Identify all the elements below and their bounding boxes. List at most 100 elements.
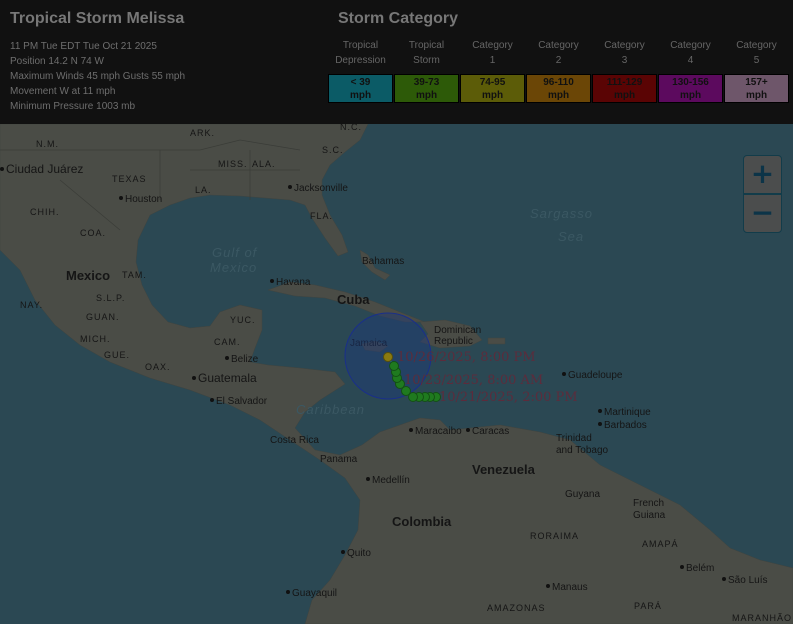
category-label: Tropical Depression bbox=[335, 40, 386, 66]
map-label-roraima: RORAIMA bbox=[530, 531, 579, 541]
zoom-in-button[interactable]: + bbox=[743, 155, 782, 194]
category-legend: Tropical Depression < 39 mph Tropical Storm 39… bbox=[328, 38, 789, 103]
map-label-maracaibo: Maracaibo bbox=[415, 426, 462, 437]
track-time-label: 10/26/2025, 8:00 PM bbox=[397, 350, 536, 365]
track-point[interactable] bbox=[401, 386, 411, 396]
map-label-yuc: YUC. bbox=[230, 315, 256, 325]
map-label-jamaica: Jamaica bbox=[350, 338, 388, 349]
legend-category: Category 4 130-156 mph bbox=[658, 38, 723, 103]
hispaniola-land bbox=[419, 319, 483, 349]
zoom-out-button[interactable]: − bbox=[743, 194, 782, 233]
map-label-sc: S.C. bbox=[322, 145, 344, 155]
city-marker bbox=[598, 422, 602, 426]
map-label-panama: Panama bbox=[320, 454, 358, 465]
category-label: Category 4 bbox=[670, 40, 711, 66]
map-label-para: PARÁ bbox=[634, 601, 662, 611]
city-marker bbox=[0, 167, 4, 171]
map-label-fla: FLA. bbox=[310, 211, 333, 221]
map-label-belize: Belize bbox=[231, 354, 259, 365]
map-label-mich: MICH. bbox=[80, 334, 111, 344]
city-marker bbox=[119, 196, 123, 200]
category-swatch: 157+ mph bbox=[724, 74, 789, 103]
map-label-caracas: Caracas bbox=[472, 426, 509, 437]
city-marker bbox=[210, 398, 214, 402]
map-label-amapa: AMAPÁ bbox=[642, 539, 679, 549]
city-marker bbox=[722, 577, 726, 581]
legend-category: Category 2 96-110 mph bbox=[526, 38, 591, 103]
map-label-elsalvador: El Salvador bbox=[216, 396, 268, 407]
jamaica-land bbox=[361, 340, 389, 353]
storm-position: Position 14.2 N 74 W bbox=[10, 56, 104, 67]
city-marker bbox=[286, 590, 290, 594]
movement: Movement W at 11 mph bbox=[10, 86, 116, 97]
map-label-chih: CHIH. bbox=[30, 207, 60, 217]
track-point[interactable] bbox=[389, 361, 399, 371]
map-label-dr1: Dominican bbox=[434, 325, 481, 336]
map-label-caribbean: Caribbean bbox=[296, 402, 365, 417]
city-marker bbox=[598, 409, 602, 413]
map-label-medellin: Medellín bbox=[372, 475, 410, 486]
category-swatch: < 39 mph bbox=[328, 74, 393, 103]
city-marker bbox=[288, 185, 292, 189]
map-label-amazonas: AMAZONAS bbox=[487, 603, 546, 613]
map-label-guadeloupe: Guadeloupe bbox=[568, 370, 623, 381]
track-point[interactable] bbox=[408, 392, 418, 402]
map-label-guan: GUAN. bbox=[86, 312, 120, 322]
map-label-barbados: Barbados bbox=[604, 420, 647, 431]
map-label-fg1: French bbox=[633, 498, 664, 509]
legend-category: Category 5 157+ mph bbox=[724, 38, 789, 103]
map-label-dr2: Republic bbox=[434, 336, 473, 347]
track-time-label: 10/23/2025, 8:00 AM bbox=[404, 373, 543, 388]
legend-category: Tropical Depression < 39 mph bbox=[328, 38, 393, 103]
map-label-saoluis: São Luís bbox=[728, 575, 767, 586]
category-swatch: 96-110 mph bbox=[526, 74, 591, 103]
city-marker bbox=[366, 477, 370, 481]
track-point-latest[interactable] bbox=[383, 352, 393, 362]
bahamas-land bbox=[359, 249, 391, 281]
legend-category: Category 1 74-95 mph bbox=[460, 38, 525, 103]
map-label-gulf2: Mexico bbox=[210, 260, 257, 275]
storm-info-panel: Tropical Storm Melissa 11 PM Tue EDT Tue… bbox=[0, 0, 793, 124]
category-label: Category 2 bbox=[538, 40, 579, 66]
map-label-quito: Quito bbox=[347, 548, 371, 559]
category-label: Tropical Storm bbox=[408, 40, 445, 66]
map-label-guayaquil: Guayaquil bbox=[292, 588, 337, 599]
map-label-colombia: Colombia bbox=[392, 514, 452, 529]
category-label: Category 1 bbox=[472, 40, 513, 66]
map-label-cuba: Cuba bbox=[337, 292, 370, 307]
legend-title: Storm Category bbox=[338, 10, 459, 27]
map-label-nay: NAY. bbox=[20, 300, 43, 310]
category-label: Category 3 bbox=[604, 40, 645, 66]
category-swatch: 74-95 mph bbox=[460, 74, 525, 103]
map-label-texas: TEXAS bbox=[112, 174, 147, 184]
city-marker bbox=[466, 428, 470, 432]
advisory-time: 11 PM Tue EDT Tue Oct 21 2025 bbox=[10, 41, 157, 52]
category-swatch: 39-73 mph bbox=[394, 74, 459, 103]
map-label-ala: ALA. bbox=[252, 159, 276, 169]
map-label-coa: COA. bbox=[80, 228, 106, 238]
map-label-havana: Havana bbox=[276, 277, 311, 288]
track-time-label: 10/21/2025, 2:00 PM bbox=[439, 390, 578, 405]
map-label-sargasso1: Sargasso bbox=[530, 206, 593, 221]
city-marker bbox=[270, 279, 274, 283]
map-label-fg2: Guiana bbox=[633, 510, 666, 521]
min-pressure: Minimum Pressure 1003 mb bbox=[10, 101, 136, 112]
max-winds: Maximum Winds 45 mph Gusts 55 mph bbox=[10, 71, 186, 82]
map-label-belem: Belém bbox=[686, 563, 714, 574]
map-label-costarica: Costa Rica bbox=[270, 435, 319, 446]
map-label-ark: ARK. bbox=[190, 128, 215, 138]
map[interactable]: ARK. N.C. N.M. MISS. ALA. S.C. Ciudad Juárez TE… bbox=[0, 124, 793, 624]
map-label-manaus: Manaus bbox=[552, 582, 588, 593]
map-label-martinique: Martinique bbox=[604, 407, 651, 418]
storm-title: Tropical Storm Melissa bbox=[10, 10, 185, 27]
map-label-tam: TAM. bbox=[122, 270, 147, 280]
basemap: ARK. N.C. N.M. MISS. ALA. S.C. Ciudad Juárez TE… bbox=[0, 124, 793, 624]
city-marker bbox=[680, 565, 684, 569]
map-label-tt1: Trinidad bbox=[556, 433, 592, 444]
city-marker bbox=[341, 550, 345, 554]
north-america-land bbox=[0, 124, 793, 624]
city-marker bbox=[562, 372, 566, 376]
map-label-sargasso2: Sea bbox=[558, 229, 584, 244]
map-label-cam: CAM. bbox=[214, 337, 241, 347]
map-label-maranhao: MARANHÃO bbox=[732, 613, 792, 623]
